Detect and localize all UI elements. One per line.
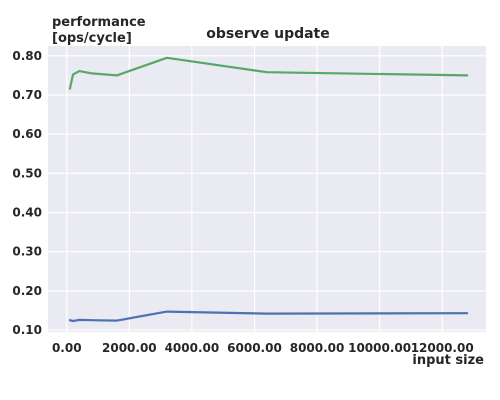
y-axis-title-line1: performance <box>52 15 146 30</box>
series-line-0 <box>68 56 469 90</box>
x-tick-label: 10000.00 <box>348 341 411 355</box>
plot-area <box>48 46 486 332</box>
y-tick-label: 0.20 <box>12 284 42 298</box>
x-gridlines <box>66 46 443 332</box>
y-tick-label: 0.60 <box>12 127 42 141</box>
x-axis-title: input size <box>412 353 484 368</box>
y-tick-label: 0.80 <box>12 49 42 63</box>
x-tick-label: 0.00 <box>52 341 82 355</box>
y-tick-label: 0.40 <box>12 206 42 220</box>
y-axis-title-line2: [ops/cycle] <box>52 31 132 46</box>
x-tick-label: 2000.00 <box>102 341 157 355</box>
y-tick-label: 0.10 <box>12 323 42 337</box>
y-tick-label: 0.70 <box>12 88 42 102</box>
x-tick-label: 4000.00 <box>165 341 220 355</box>
x-tick-labels: 0.00 2000.00 4000.00 6000.00 8000.00 10000.00… <box>52 341 474 355</box>
y-tick-labels: 0.10 0.20 0.30 0.40 0.50 0.60 0.70 0.80 <box>12 49 42 337</box>
x-tick-label: 12000.00 <box>411 341 474 355</box>
y-tick-label: 0.50 <box>12 166 42 180</box>
x-tick-label: 6000.00 <box>227 341 282 355</box>
y-gridlines <box>48 55 486 331</box>
series-line-1 <box>68 310 469 323</box>
x-tick-label: 8000.00 <box>290 341 345 355</box>
y-tick-label: 0.30 <box>12 245 42 259</box>
chart-title: observe update <box>206 26 330 42</box>
series-layer <box>68 56 469 323</box>
